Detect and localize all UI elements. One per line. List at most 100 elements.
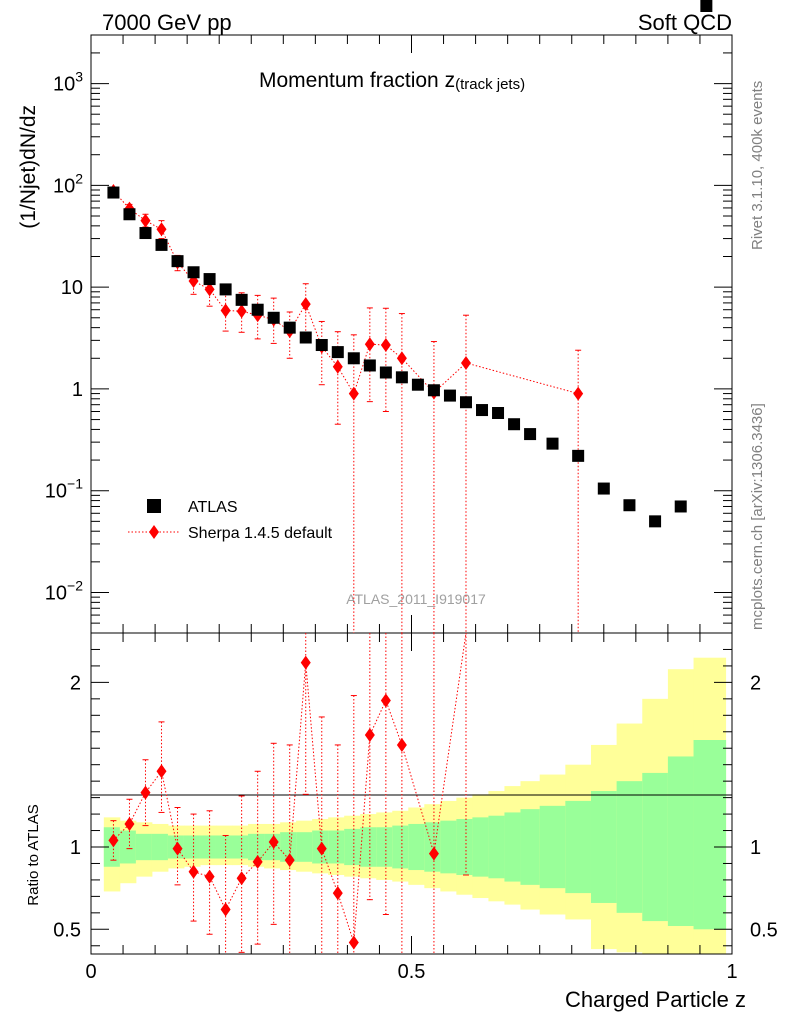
sherpa-line bbox=[113, 190, 579, 395]
sherpa-ratio-point bbox=[300, 655, 311, 670]
band-stat-bin bbox=[248, 833, 265, 861]
atlas-point bbox=[427, 384, 440, 397]
sherpa-ratio-point bbox=[108, 833, 119, 848]
sherpa-ratio-point bbox=[396, 737, 407, 752]
band-stat-bin bbox=[693, 740, 727, 930]
band-stat-bin bbox=[151, 833, 169, 861]
atlas-point bbox=[623, 499, 636, 512]
ratio-y-tick-label-left: 0.5 bbox=[53, 919, 81, 941]
sherpa-ratio-point bbox=[380, 693, 391, 708]
atlas-point bbox=[363, 359, 376, 372]
band-stat-bin bbox=[488, 815, 505, 879]
main-ylabel: (1/Njet)dN/dz bbox=[17, 105, 40, 229]
y-tick-label: 103 bbox=[53, 69, 83, 96]
atlas-point bbox=[395, 371, 408, 384]
sherpa-point bbox=[332, 359, 343, 374]
band-stat-bin bbox=[119, 830, 137, 864]
band-stat-bin bbox=[360, 827, 377, 867]
y-tick-label: 10−1 bbox=[45, 476, 83, 503]
sherpa-series bbox=[108, 184, 584, 633]
y-tick-label: 10 bbox=[61, 277, 83, 299]
legend: ATLAS Sherpa 1.4.5 default bbox=[128, 499, 333, 542]
band-stat-bin bbox=[392, 825, 409, 869]
ratio-y-tick-label-left: 2 bbox=[70, 672, 81, 694]
atlas-point bbox=[187, 266, 200, 279]
sherpa-ratio-point bbox=[316, 841, 327, 856]
atlas-point bbox=[546, 437, 559, 450]
atlas-point bbox=[203, 273, 216, 286]
atlas-point bbox=[443, 389, 456, 402]
main-title-sub: (track jets) bbox=[455, 76, 525, 93]
sherpa-point bbox=[300, 297, 311, 312]
sherpa-ratio-point bbox=[428, 846, 439, 861]
atlas-point bbox=[674, 500, 687, 513]
x-tick-label: 0.5 bbox=[398, 961, 426, 983]
sherpa-point bbox=[380, 338, 391, 353]
y-tick-label: 10−2 bbox=[45, 577, 83, 604]
band-stat-bin bbox=[504, 812, 521, 882]
sherpa-ratio-point bbox=[284, 853, 295, 868]
x-tick-label: 1 bbox=[726, 961, 737, 983]
atlas-point bbox=[524, 428, 537, 441]
sherpa-ratio-point bbox=[332, 886, 343, 901]
sherpa-point bbox=[573, 386, 584, 401]
xlabel: Charged Particle z bbox=[565, 987, 746, 1012]
sherpa-ratio-point bbox=[252, 854, 263, 869]
sherpa-ratio-series bbox=[108, 632, 469, 954]
sherpa-ratio-point bbox=[236, 871, 247, 886]
sherpa-ratio-point bbox=[348, 935, 359, 950]
atlas-point bbox=[219, 283, 232, 296]
band-stat-bin bbox=[642, 772, 669, 922]
atlas-point bbox=[572, 449, 585, 462]
mcplots-label: mcplots.cern.ch [arXiv:1306.3436] bbox=[749, 403, 766, 630]
band-stat-bin bbox=[520, 809, 541, 885]
band-stat-bin bbox=[440, 820, 457, 874]
band-stat-bin bbox=[183, 835, 201, 859]
legend-sherpa-label: Sherpa 1.4.5 default bbox=[188, 525, 333, 542]
sherpa-point bbox=[348, 386, 359, 401]
band-stat-bin bbox=[472, 817, 489, 877]
legend-atlas-label: ATLAS bbox=[188, 499, 238, 516]
sherpa-point bbox=[220, 303, 231, 318]
ratio-axis-ticks: 0.5 0.51 12 20 0.5 1 bbox=[53, 632, 778, 983]
atlas-point bbox=[267, 311, 280, 324]
ratio-y-tick-label-right: 2 bbox=[750, 672, 761, 694]
sherpa-ratio-point bbox=[140, 785, 151, 800]
atlas-series bbox=[107, 0, 713, 528]
y-tick-label: 1 bbox=[72, 379, 83, 401]
band-stat-bin bbox=[616, 781, 643, 913]
band-stat-bin bbox=[344, 828, 361, 866]
atlas-point bbox=[235, 293, 248, 306]
atlas-point bbox=[508, 418, 521, 431]
atlas-point bbox=[107, 186, 120, 199]
atlas-point bbox=[299, 331, 312, 344]
band-stat-bin bbox=[328, 830, 345, 864]
band-stat-bin bbox=[280, 832, 297, 862]
atlas-point bbox=[700, 0, 713, 12]
band-stat-bin bbox=[376, 827, 393, 867]
ratio-y-tick-label-left: 1 bbox=[70, 837, 81, 859]
sherpa-ratio-point bbox=[172, 841, 183, 856]
sherpa-point bbox=[140, 213, 151, 228]
atlas-point bbox=[379, 366, 392, 379]
atlas-point bbox=[315, 339, 328, 352]
atlas-point bbox=[283, 321, 296, 334]
analysis-watermark: ATLAS_2011_I919017 bbox=[346, 591, 486, 607]
header-right: Soft QCD bbox=[638, 10, 732, 35]
sherpa-point bbox=[396, 351, 407, 366]
y-tick-label: 102 bbox=[53, 170, 83, 197]
atlas-point bbox=[139, 227, 152, 240]
rivet-label: Rivet 3.1.10, 400k events bbox=[749, 81, 766, 250]
sherpa-point bbox=[364, 337, 375, 352]
band-stat-bin bbox=[215, 835, 233, 859]
sherpa-ratio-point bbox=[220, 902, 231, 917]
ratio-y-tick-label-right: 0.5 bbox=[750, 919, 778, 941]
atlas-point bbox=[492, 407, 505, 420]
sherpa-ratio-point bbox=[188, 864, 199, 879]
sherpa-point bbox=[204, 282, 215, 297]
atlas-point bbox=[476, 404, 489, 417]
legend-sherpa-marker bbox=[149, 525, 159, 539]
atlas-point bbox=[459, 396, 472, 409]
